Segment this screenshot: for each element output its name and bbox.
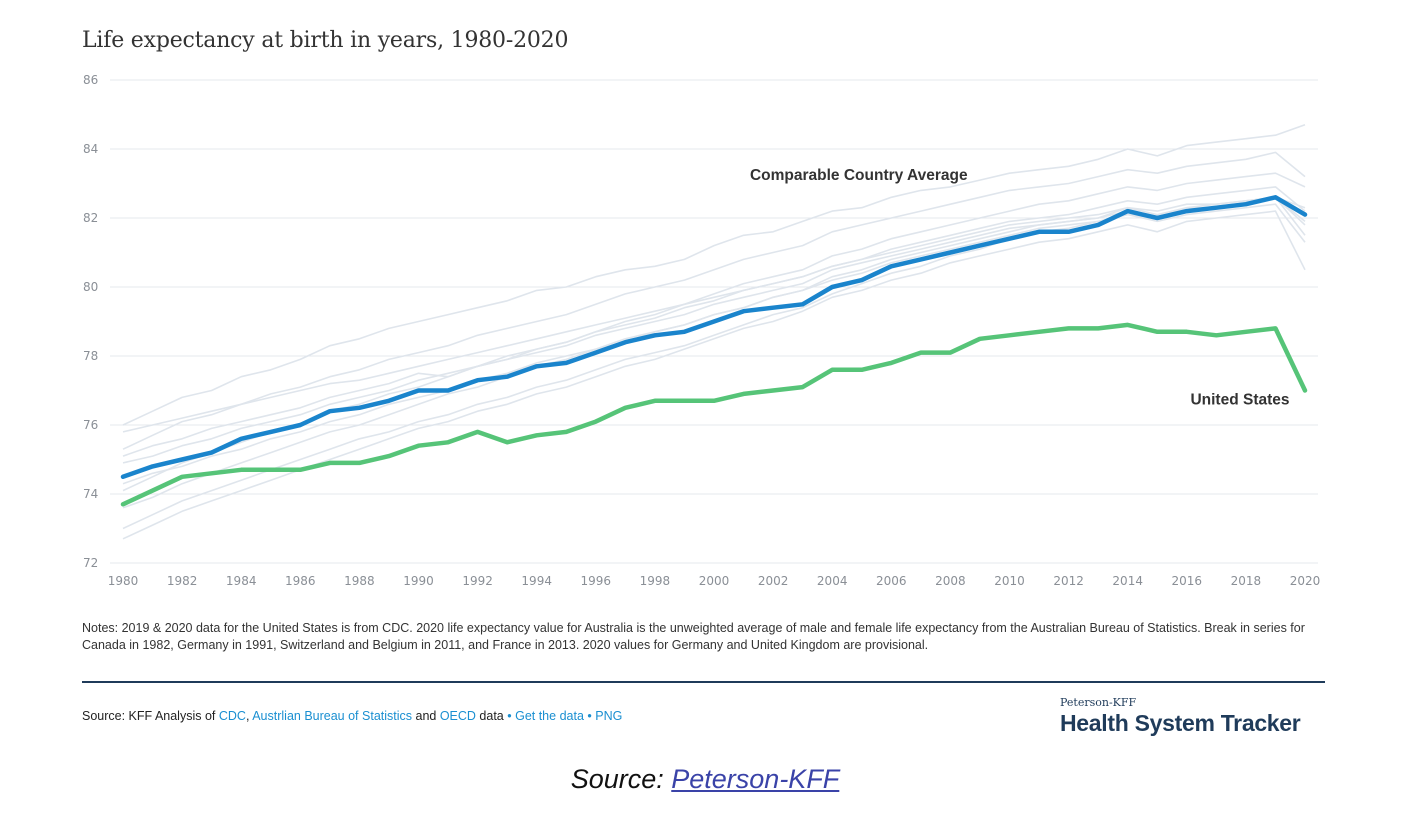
annotations-layer: Comparable Country Average United States [750, 167, 1290, 408]
x-tick-label: 1992 [462, 574, 493, 588]
background-series-line [122, 196, 1306, 433]
annotation-united-states: United States [1190, 391, 1289, 408]
x-tick-label: 1990 [403, 574, 434, 588]
line-chart: 72 74 76 78 80 82 84 86 1980 1982 1984 1986 1988 199… [83, 73, 1321, 588]
y-tick-label: 76 [83, 418, 98, 432]
logo-big-text: Health System Tracker [1060, 710, 1301, 736]
background-series-line [122, 151, 1306, 450]
divider [82, 681, 1325, 683]
x-tick-label: 1986 [285, 574, 316, 588]
x-tick-label: 1980 [108, 574, 139, 588]
x-tick-label: 2014 [1112, 574, 1143, 588]
cdc-link[interactable]: CDC [218, 709, 246, 723]
png-link[interactable]: PNG [595, 709, 623, 723]
x-tick-label: 1982 [167, 574, 198, 588]
background-series-line [122, 186, 1306, 464]
y-tick-label: 82 [83, 211, 98, 225]
grid-layer [110, 79, 1318, 564]
source-sep: , [245, 709, 253, 723]
x-tick-label: 2010 [994, 574, 1025, 588]
background-series-line [122, 196, 1306, 509]
x-tick-label: 2004 [817, 574, 848, 588]
background-series-layer [122, 124, 1306, 540]
x-tick-label: 1984 [226, 574, 257, 588]
bullet-separator: • [503, 709, 516, 723]
oecd-link[interactable]: OECD [439, 709, 476, 723]
source-prefix: Source: KFF Analysis of [82, 709, 219, 723]
logo-small-text: Peterson-KFF [1060, 696, 1137, 709]
x-tick-label: 2012 [1053, 574, 1084, 588]
annotation-comparable-country-average: Comparable Country Average [750, 167, 968, 184]
y-tick-label: 78 [83, 349, 98, 363]
chart-title: Life expectancy at birth in years, 1980-… [82, 28, 569, 53]
y-tick-label: 84 [83, 142, 98, 156]
y-tick-label: 86 [83, 73, 98, 87]
y-tick-label: 74 [83, 487, 98, 501]
series-layer [120, 195, 1308, 507]
get-data-link[interactable]: Get the data [515, 709, 584, 723]
background-series-line [122, 124, 1306, 426]
image-caption: Source: Peterson-KFF [0, 764, 1410, 795]
source-and: and [412, 709, 440, 723]
x-tick-label: 1988 [344, 574, 375, 588]
source-line: Source: KFF Analysis of CDC, Austrlian B… [82, 709, 622, 723]
y-tick-labels: 72 74 76 78 80 82 84 86 [83, 73, 98, 570]
series-line-united-states [120, 322, 1308, 507]
chart-notes: Notes: 2019 & 2020 data for the United S… [82, 621, 1305, 652]
x-tick-label: 1998 [640, 574, 671, 588]
x-tick-label: 2018 [1231, 574, 1262, 588]
background-series-line [122, 210, 1306, 540]
series-line-comparable-country-average [120, 195, 1308, 480]
source-data-text: data [475, 709, 504, 723]
x-tick-label: 1994 [521, 574, 552, 588]
x-tick-label: 2016 [1172, 574, 1203, 588]
caption-prefix: Source: [570, 764, 672, 794]
x-tick-label: 2020 [1290, 574, 1321, 588]
x-tick-label: 2008 [935, 574, 966, 588]
health-system-tracker-logo: Peterson-KFF Health System Tracker [1060, 696, 1301, 737]
background-series-line [122, 196, 1306, 457]
background-series-line [122, 196, 1306, 530]
x-tick-label: 2000 [699, 574, 730, 588]
abs-link[interactable]: Austrlian Bureau of Statistics [252, 709, 413, 723]
x-tick-labels: 1980 1982 1984 1986 1988 1990 1992 1994 1996 1998… [108, 574, 1321, 588]
caption-source-link[interactable]: Peterson-KFF [671, 764, 840, 794]
y-tick-label: 80 [83, 280, 98, 294]
x-tick-label: 1996 [581, 574, 612, 588]
x-tick-label: 2002 [758, 574, 789, 588]
y-tick-label: 72 [83, 556, 98, 570]
x-tick-label: 2006 [876, 574, 907, 588]
bullet-separator-2: • [583, 709, 596, 723]
